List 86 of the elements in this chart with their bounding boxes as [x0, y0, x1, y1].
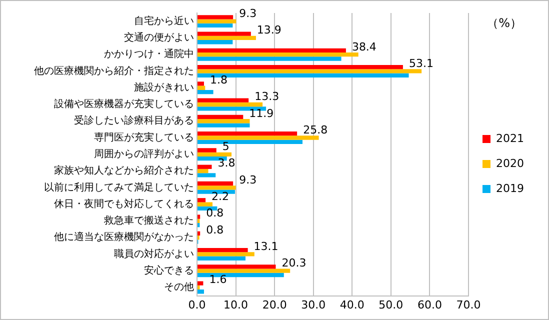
- data-label: 38.4: [352, 40, 376, 54]
- y-tick-label: 他に適当な医療機関がなかった: [54, 231, 194, 244]
- bar: [198, 148, 216, 152]
- bar: [198, 186, 236, 190]
- y-tick-label: 安心できる: [144, 264, 194, 276]
- data-label: 13.9: [256, 24, 282, 37]
- data-label: 11.9: [249, 106, 274, 120]
- y-tick-label: かかりつけ・通院中: [104, 48, 194, 60]
- bar: [198, 290, 204, 294]
- y-tick-label: その他: [164, 281, 194, 294]
- bar: [198, 90, 214, 94]
- bar: [198, 256, 246, 260]
- bar: [198, 82, 204, 86]
- data-label: 20.3: [282, 256, 306, 270]
- x-tick-label: 30.0: [301, 298, 326, 312]
- y-tick-label: 受診したい診療科目がある: [74, 114, 194, 127]
- bar: [198, 173, 216, 178]
- data-label: 3.8: [218, 156, 236, 170]
- bar: [198, 56, 342, 61]
- y-tick-label: 以前に利用してみて満足していた: [44, 181, 194, 194]
- y-tick-label: 交通の便がよい: [124, 32, 194, 44]
- y-tick-label: 家族や知人などから紹介された: [54, 164, 194, 177]
- x-tick-label: 40.0: [340, 298, 364, 312]
- data-label: 2.2: [212, 190, 230, 204]
- bar: [198, 98, 249, 102]
- x-tick-label: 20.0: [262, 298, 287, 312]
- bar: [198, 168, 208, 174]
- legend-label: 2019: [496, 182, 524, 195]
- bar: [198, 132, 298, 136]
- data-label: 53.1: [408, 56, 434, 70]
- legend-label: 2021: [496, 132, 524, 145]
- bar: [198, 15, 234, 20]
- y-tick-label: 他の医療機関から紹介・指定された: [34, 64, 194, 77]
- data-label: 9.3: [239, 173, 257, 186]
- bar: [198, 48, 346, 53]
- x-tick-label: 0.0: [188, 298, 206, 312]
- bar: [198, 102, 263, 107]
- bar: [198, 202, 213, 206]
- y-tick-label: 救急車で搬送された: [103, 214, 194, 227]
- data-label: 13.3: [254, 90, 280, 104]
- bar: [198, 281, 204, 286]
- bar: [198, 86, 206, 90]
- bar: [198, 214, 200, 219]
- text: （%）: [486, 15, 522, 32]
- bar: [198, 106, 266, 111]
- bar: [198, 136, 319, 140]
- data-label: 0.8: [206, 223, 224, 236]
- bar: [198, 69, 422, 74]
- y-tick-label: 職員の対応がよい: [114, 248, 194, 260]
- data-label: 0.8: [206, 206, 224, 220]
- bar: [198, 19, 236, 24]
- bar: [198, 252, 254, 256]
- y-tick-label: 施設がきれい: [134, 81, 194, 94]
- bar: [198, 268, 290, 273]
- bar: [198, 64, 403, 70]
- legend-label: 2020: [496, 156, 524, 170]
- y-tick-label: 専門医が充実している: [94, 131, 194, 144]
- data-label: 13.1: [254, 240, 278, 253]
- y-tick-label: 自宅から近い: [134, 14, 194, 27]
- x-tick-label: 10.0: [224, 298, 248, 312]
- bar: [198, 114, 244, 120]
- y-tick-label: 休日・夜間でも対応してくれる: [54, 198, 194, 210]
- x-tick-label: 50.0: [378, 298, 404, 312]
- bar: [198, 32, 251, 36]
- data-label: 25.8: [303, 123, 328, 136]
- y-tick-label: 設備や医療機器が充実している: [54, 98, 194, 110]
- x-tick-label: 60.0: [417, 298, 442, 312]
- data-label: 1.6: [209, 273, 227, 286]
- bar: [198, 264, 276, 269]
- y-tick-label: 周囲からの評判がよい: [94, 148, 194, 160]
- bar: [198, 231, 200, 236]
- data-label: 1.8: [210, 74, 228, 87]
- bar: [198, 248, 248, 252]
- x-tick-label: 70.0: [456, 298, 481, 312]
- bar: [198, 23, 233, 28]
- bar: [198, 119, 250, 124]
- bar: [198, 52, 358, 57]
- data-label: 5: [222, 140, 230, 154]
- bar: [198, 181, 234, 186]
- bar: [198, 152, 232, 156]
- bar: [198, 198, 206, 202]
- bar: [198, 164, 212, 169]
- bar: [198, 40, 233, 44]
- bar: [198, 123, 250, 128]
- bar: [198, 36, 256, 40]
- data-label: 9.3: [239, 7, 257, 20]
